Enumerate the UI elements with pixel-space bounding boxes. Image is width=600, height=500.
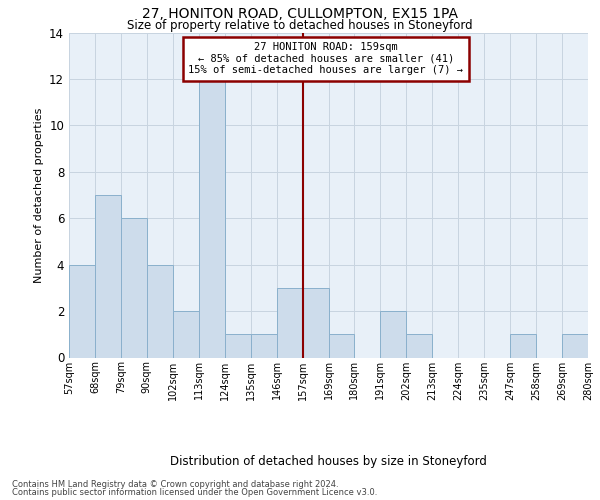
- Bar: [562, 334, 588, 357]
- Bar: [302, 288, 329, 358]
- Text: Contains public sector information licensed under the Open Government Licence v3: Contains public sector information licen…: [12, 488, 377, 497]
- Text: 27 HONITON ROAD: 159sqm
← 85% of detached houses are smaller (41)
15% of semi-de: 27 HONITON ROAD: 159sqm ← 85% of detache…: [188, 42, 463, 76]
- Bar: [277, 288, 302, 358]
- Bar: [510, 334, 536, 357]
- Text: Size of property relative to detached houses in Stoneyford: Size of property relative to detached ho…: [127, 18, 473, 32]
- Bar: [225, 334, 251, 357]
- Bar: [69, 264, 95, 358]
- Y-axis label: Number of detached properties: Number of detached properties: [34, 108, 44, 282]
- Bar: [199, 79, 224, 357]
- Bar: [380, 311, 406, 358]
- X-axis label: Distribution of detached houses by size in Stoneyford: Distribution of detached houses by size …: [170, 455, 487, 468]
- Bar: [406, 334, 432, 357]
- Bar: [121, 218, 147, 358]
- Text: Contains HM Land Registry data © Crown copyright and database right 2024.: Contains HM Land Registry data © Crown c…: [12, 480, 338, 489]
- Bar: [251, 334, 277, 357]
- Bar: [173, 311, 199, 358]
- Text: 27, HONITON ROAD, CULLOMPTON, EX15 1PA: 27, HONITON ROAD, CULLOMPTON, EX15 1PA: [142, 8, 458, 22]
- Bar: [95, 195, 121, 358]
- Bar: [147, 264, 173, 358]
- Bar: [329, 334, 355, 357]
